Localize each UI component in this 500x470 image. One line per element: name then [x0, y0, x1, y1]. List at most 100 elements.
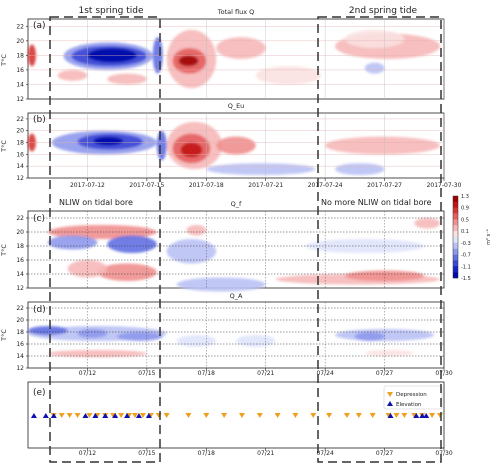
- depression-marker: [429, 413, 436, 418]
- xtick-label: 2017-07-18: [189, 182, 224, 189]
- colorbar-swatch: [453, 213, 458, 220]
- legend: Depression Elevation: [383, 385, 443, 410]
- colorbar-swatch: [453, 260, 458, 267]
- panel-e-markers: [30, 413, 444, 418]
- elevation-marker: [124, 413, 131, 418]
- panel-b-xticks: 2017-07-12 2017-07-15 2017-07-18 2017-07-21…: [70, 178, 462, 189]
- colorbar-swatch: [453, 266, 458, 273]
- ytick-label: 20: [16, 128, 24, 135]
- contour-blob: [206, 163, 316, 176]
- ytick-label: 16: [16, 257, 24, 264]
- ytick-label: 12: [16, 175, 24, 182]
- spring1-label: 1st spring tide: [79, 6, 144, 16]
- xtick-label: 07/30: [435, 450, 452, 457]
- ytick-label: 18: [16, 52, 24, 59]
- contour-blob: [176, 335, 217, 347]
- depression-marker: [139, 413, 146, 418]
- panel-d: (d) Q_A T°C 12 14 16 18 20 22 07/12 07/15 07/18…: [0, 292, 453, 377]
- ytick-label: 20: [16, 317, 24, 324]
- ytick-label: 22: [16, 305, 24, 312]
- elevation-marker: [50, 413, 57, 418]
- elevation-marker: [112, 413, 119, 418]
- contour-blob: [216, 136, 256, 155]
- xtick-label: 07/12: [79, 370, 96, 377]
- ytick-label: 12: [16, 96, 24, 103]
- ytick-label: 14: [16, 271, 24, 278]
- no-nliw-label: No more NLIW on tidal bore: [321, 198, 432, 207]
- ytick-label: 16: [16, 341, 24, 348]
- contour-blob: [166, 239, 217, 264]
- depression-marker: [256, 413, 263, 418]
- colorbar-swatch: [453, 242, 458, 249]
- contour-blob: [176, 277, 266, 292]
- elevation-marker: [135, 413, 142, 418]
- contour-blob: [344, 270, 425, 281]
- elevation-marker: [92, 413, 99, 418]
- panel-c-grid: [28, 211, 445, 288]
- contour-blob: [57, 69, 88, 81]
- contour-blob: [28, 326, 68, 335]
- panel-c-contours: [47, 218, 441, 292]
- panel-a-label: (a): [33, 21, 46, 31]
- xtick-label: 07/18: [198, 370, 215, 377]
- depression-marker: [118, 413, 125, 418]
- panel-a-contours: [28, 29, 441, 89]
- contour-blob: [180, 142, 203, 158]
- contour-blob: [178, 55, 199, 67]
- contour-blob: [335, 163, 385, 176]
- elevation-marker: [419, 413, 426, 418]
- colorbar-swatch: [453, 207, 458, 214]
- elevation-marker: [423, 413, 430, 418]
- contour-blob: [77, 329, 108, 338]
- depression-marker: [163, 413, 170, 418]
- xtick-label: 07/12: [79, 450, 96, 457]
- depression-marker: [185, 413, 192, 418]
- panel-c: (c) Q_f T°C 12 14 16 18 20 22: [0, 200, 445, 292]
- panel-d-title: Q_A: [230, 292, 243, 300]
- colorbar-tick-label: -0.3: [461, 241, 471, 247]
- colorbar-tick-label: 0.9: [461, 206, 469, 212]
- panel-b-label: (b): [33, 115, 46, 125]
- ytick-label: 14: [16, 353, 24, 360]
- contour-blob: [47, 350, 147, 358]
- panel-c-yticks: 12 14 16 18 20 22: [16, 215, 28, 292]
- elevation-marker: [413, 413, 420, 418]
- contour-blob: [107, 235, 157, 253]
- colorbar-swatch: [453, 272, 458, 279]
- depression-marker: [355, 413, 362, 418]
- xtick-label: 2017-07-12: [70, 182, 105, 189]
- depression-marker: [221, 413, 228, 418]
- xtick-label: 2017-07-24: [308, 182, 343, 189]
- nliw-label: NLIW on tidal bore: [59, 198, 133, 207]
- xtick-label: 07/15: [138, 450, 155, 457]
- legend-depression-label: Depression: [396, 392, 427, 398]
- ytick-label: 18: [16, 140, 24, 147]
- depression-marker: [310, 413, 317, 418]
- panel-b-yticks: 12 14 16 18 20 22: [16, 116, 28, 182]
- ytick-label: 16: [16, 67, 24, 74]
- contour-blob: [47, 225, 157, 239]
- xtick-label: 07/21: [257, 450, 274, 457]
- depression-marker: [131, 413, 138, 418]
- xtick-label: 07/30: [435, 370, 452, 377]
- panel-e-label: (e): [33, 388, 46, 398]
- colorbar-tick-label: -1.1: [461, 264, 471, 270]
- panel-a-grid: [28, 19, 445, 99]
- contour-blob: [255, 66, 322, 85]
- depression-marker: [238, 413, 245, 418]
- depression-marker: [274, 413, 281, 418]
- xtick-label: 2017-07-27: [367, 182, 402, 189]
- panel-d-grid: [28, 302, 445, 368]
- ytick-label: 22: [16, 215, 24, 222]
- panel-d-yticks: 12 14 16 18 20 22: [16, 305, 28, 372]
- ytick-label: 14: [16, 163, 24, 170]
- panel-b-ylabel: T°C: [0, 140, 8, 153]
- contour-blob: [186, 225, 207, 236]
- colorbar-swatch: [453, 254, 458, 261]
- colorbar-swatch: [453, 248, 458, 255]
- ytick-label: 20: [16, 38, 24, 45]
- colorbar-tick-label: -0.7: [461, 253, 471, 259]
- spring1-box: [49, 16, 161, 463]
- contour-blob: [117, 332, 163, 341]
